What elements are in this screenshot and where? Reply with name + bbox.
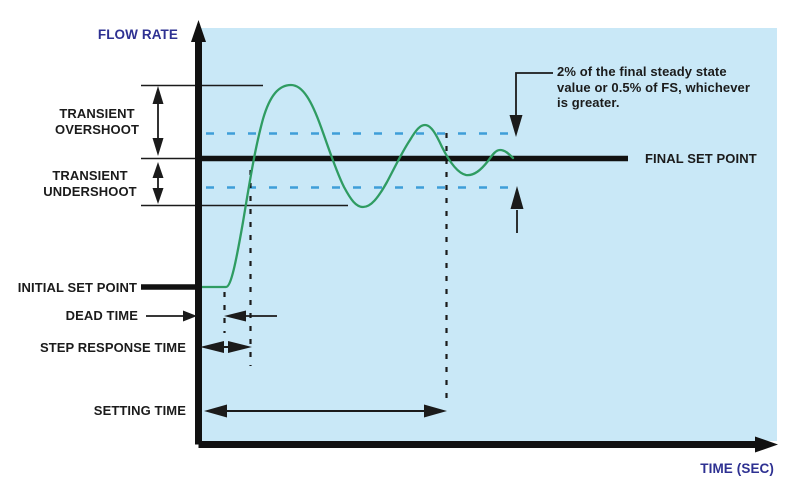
setting-time-label: SETTING TIME <box>93 403 186 418</box>
tolerance-note: 2% of the final steady state value or 0.… <box>557 64 751 110</box>
response-curve <box>199 83 515 289</box>
x-axis-arrowhead <box>755 436 778 453</box>
setting-time-arrow <box>204 404 447 418</box>
undershoot-range-arrow <box>152 162 164 204</box>
transient-undershoot-label: TRANSIENT UNDERSHOOT <box>43 168 137 199</box>
tolerance-upper-pointer-arrow <box>509 72 553 137</box>
step-response-time-arrow <box>200 341 252 353</box>
tolerance-lower-pointer-arrow <box>510 186 524 233</box>
final-set-point-label: FINAL SET POINT <box>645 151 757 166</box>
overshoot-range-arrow <box>152 86 164 156</box>
flow-rate-label: FLOW RATE <box>97 27 178 42</box>
x-axis <box>198 436 778 453</box>
dead-time-pointer-arrow <box>146 310 197 322</box>
dead-time-label: DEAD TIME <box>65 308 138 323</box>
transient-overshoot-label: TRANSIENT OVERSHOOT <box>55 106 139 137</box>
initial-set-point-label: INITIAL SET POINT <box>17 280 137 295</box>
dead-time-interval-arrow <box>224 310 277 322</box>
plot-area <box>201 28 777 441</box>
step-response-time-label: STEP RESPONSE TIME <box>39 340 186 355</box>
y-axis-arrowhead <box>191 20 206 42</box>
y-axis <box>191 20 206 445</box>
time-axis-label: TIME (SEC) <box>700 461 774 476</box>
